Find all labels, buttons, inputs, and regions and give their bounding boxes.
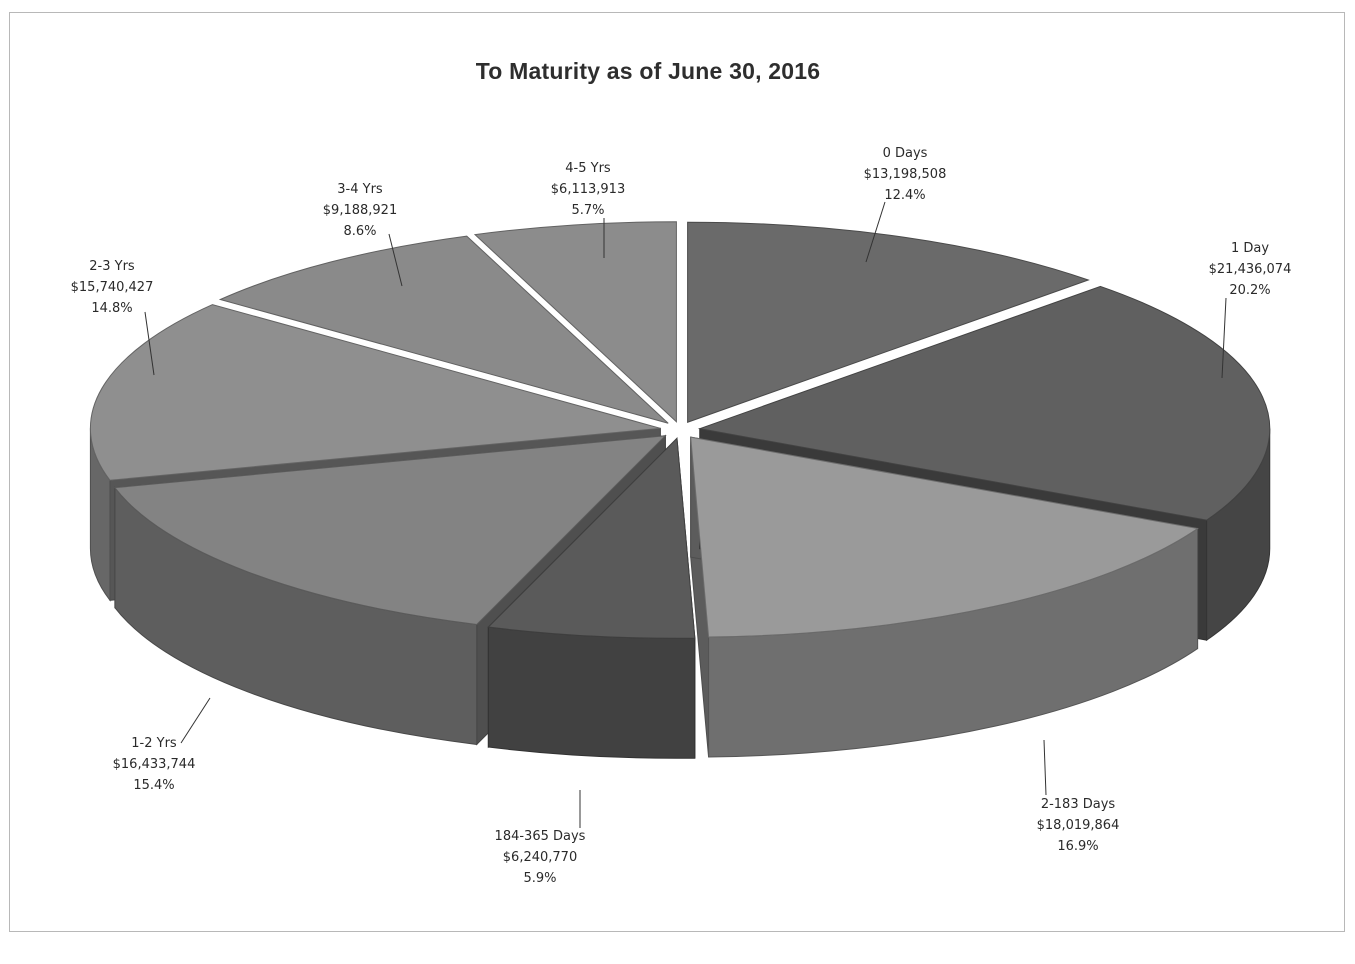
data-label-amount-2: $18,019,864 (1037, 818, 1120, 833)
pie-slice-2 (690, 436, 1199, 638)
pie-slice-6 (218, 235, 669, 424)
leader-line-2 (1043, 739, 1047, 796)
chart-frame (9, 12, 1345, 932)
data-label-amount-1: $21,436,074 (1209, 262, 1292, 277)
pie-slice-4 (113, 435, 667, 625)
pie-slice-7 (473, 221, 677, 423)
chart-title: To Maturity as of June 30, 2016 (475, 58, 821, 84)
data-label-amount-4: $16,433,744 (113, 757, 196, 772)
leader-line-1 (1221, 297, 1227, 379)
data-label-amount-6: $9,188,921 (323, 203, 397, 218)
data-label-percent-0: 12.4% (884, 188, 925, 203)
pie-tops (89, 221, 1271, 639)
data-label-name-5: 2-3 Yrs (89, 259, 135, 274)
leader-line-0 (865, 201, 886, 263)
data-label-percent-6: 8.6% (343, 224, 376, 239)
data-label-percent-1: 20.2% (1229, 283, 1270, 298)
data-label-amount-5: $15,740,427 (71, 280, 154, 295)
data-label-amount-0: $13,198,508 (864, 167, 947, 182)
pie-slice-3 (487, 437, 696, 639)
data-label-percent-7: 5.7% (571, 203, 604, 218)
data-label-name-4: 1-2 Yrs (131, 736, 177, 751)
data-label-name-7: 4-5 Yrs (565, 161, 611, 176)
pie-labels: 0 Days $13,198,508 12.4% 1 Day $21,436,074 20… (71, 146, 1292, 886)
data-label-name-2: 2-183 Days (1041, 797, 1116, 812)
data-label-name-0: 0 Days (883, 146, 928, 161)
leader-line-4 (180, 697, 211, 744)
pie-slice-1 (697, 285, 1271, 521)
data-label-percent-4: 15.4% (133, 778, 174, 793)
data-label-percent-5: 14.8% (91, 301, 132, 316)
leader-line-6 (388, 233, 403, 287)
data-label-amount-3: $6,240,770 (503, 850, 577, 865)
data-label-percent-2: 16.9% (1057, 839, 1098, 854)
pie-slice-5 (89, 304, 661, 481)
data-label-amount-7: $6,113,913 (551, 182, 625, 197)
data-label-name-1: 1 Day (1231, 241, 1269, 256)
pie-slice-side-3 (487, 626, 696, 759)
data-label-name-3: 184-365 Days (495, 829, 586, 844)
data-label-name-6: 3-4 Yrs (337, 182, 383, 197)
data-label-percent-3: 5.9% (523, 871, 556, 886)
leader-line-5 (144, 311, 155, 376)
pie-slice-0 (687, 221, 1090, 423)
